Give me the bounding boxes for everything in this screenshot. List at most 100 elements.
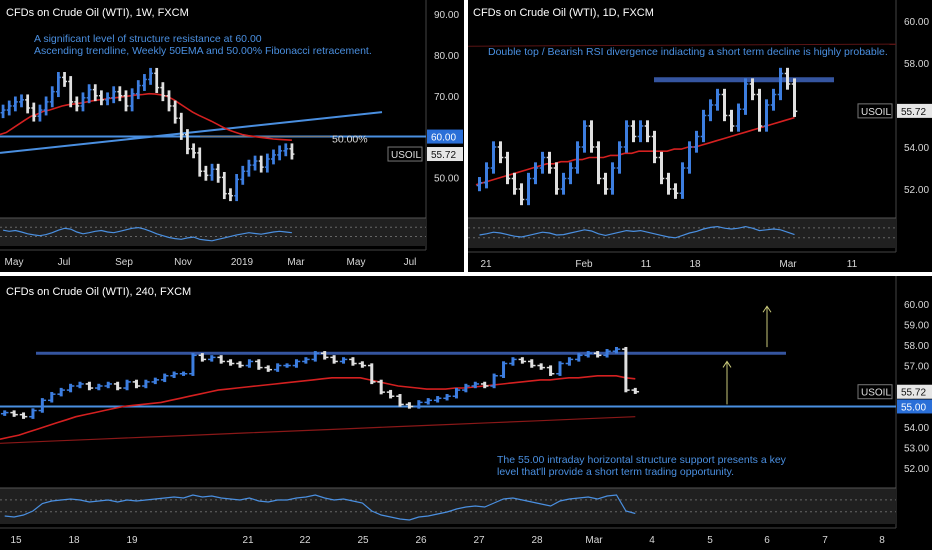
x-tick-label: Jul [404, 257, 417, 268]
x-tick-label: 18 [689, 259, 701, 270]
ohlc-bar [264, 153, 270, 173]
ohlc-bar [686, 141, 693, 174]
ohlc-bar [283, 363, 291, 368]
x-tick-label: Feb [575, 259, 593, 270]
ohlc-bar [273, 363, 282, 372]
ohlc-bar [499, 361, 508, 378]
h4-annotation-2: level that'll provide a short term tradi… [497, 466, 735, 478]
symbol-tag [857, 103, 893, 119]
price-badge [897, 384, 932, 399]
ohlc-bar [567, 162, 574, 185]
ohlc-bar [581, 120, 588, 153]
ohlc-bar [129, 88, 135, 112]
h4-annotation-1: The 55.00 intraday horizontal structure … [497, 454, 786, 466]
ohlc-bar [497, 141, 504, 164]
price-badge [427, 147, 463, 162]
y-tick-label: 80.00 [434, 51, 459, 62]
x-tick-label: 19 [126, 535, 138, 546]
ohlc-bar [0, 410, 9, 416]
x-tick-label: Jul [58, 257, 71, 268]
rsi-pane [0, 488, 896, 524]
x-tick-label: Sep [115, 257, 133, 268]
ohlc-bar [6, 100, 12, 116]
price-badge-label: 55.72 [431, 150, 456, 161]
y-tick-label: 54.00 [904, 423, 929, 434]
ohlc-bar [700, 109, 707, 143]
ohlc-bar [234, 174, 240, 202]
ohlc-bar [593, 351, 602, 358]
ohlc-bar [154, 67, 160, 93]
x-tick-label: 15 [10, 535, 22, 546]
ohlc-bar [471, 381, 480, 389]
ohlc-bar [553, 162, 560, 195]
ohlc-bar [714, 88, 721, 111]
x-tick-label: Mar [779, 259, 797, 270]
ohlc-bar [43, 96, 49, 116]
daily-chart-panel[interactable]: 60.00 58.00 54.00 52.00 21 Feb 11 18 Mar 11 55.72 U… [468, 0, 932, 272]
price-badge [427, 129, 463, 144]
ohlc-bar [135, 80, 141, 100]
x-tick-label: May [347, 257, 366, 268]
ohlc-bar [735, 103, 742, 132]
weekly-chart-panel[interactable]: 90.00 80.00 70.00 50.00 May Jul Sep Nov 2019 Mar M… [0, 0, 464, 272]
panel-separator-horizontal [0, 272, 932, 276]
x-tick-label: 21 [242, 535, 254, 546]
ohlc-bar [742, 78, 749, 115]
y-tick-label: 57.00 [904, 362, 929, 373]
h4-chart-panel[interactable]: 60.00 59.00 58.00 57.00 54.00 53.00 52.00 15 18 1… [0, 276, 932, 550]
ohlc-bar [49, 86, 55, 108]
target-arrow-upper-head [762, 305, 772, 313]
ohlc-bar [184, 129, 190, 155]
ohlc-bar [148, 67, 154, 85]
ema-50-line [0, 92, 292, 141]
x-tick-label: 18 [68, 535, 80, 546]
price-badge-label: 55.72 [901, 107, 926, 118]
ohlc-bar [255, 359, 263, 370]
weekly-chart-svg[interactable]: 90.00 80.00 70.00 50.00 May Jul Sep Nov 2019 Mar M… [0, 0, 464, 272]
x-tick-label: 8 [879, 535, 885, 546]
ohlc-bar [377, 379, 385, 395]
target-arrow-lower-head [722, 360, 732, 368]
ohlc-bar [76, 381, 84, 389]
panel-separator-vertical [464, 0, 468, 272]
ohlc-bar [672, 183, 679, 199]
daily-chart-svg[interactable]: 60.00 58.00 54.00 52.00 21 Feb 11 18 Mar 11 55.72 U… [468, 0, 932, 272]
fibonacci-50-label: 50.00% [332, 134, 368, 146]
ohlc-bar [92, 84, 98, 102]
price-badge-label: 55.72 [901, 388, 926, 399]
daily-annotation: Double top / Bearish RSI divergence indi… [488, 46, 888, 58]
x-tick-label: 27 [473, 535, 485, 546]
weekly-annotation-2: Ascending trendline, Weekly 50EMA and 50… [34, 45, 372, 57]
ohlc-bar [763, 99, 770, 132]
ohlc-bar [292, 359, 301, 368]
ohlc-bar [95, 383, 103, 391]
ohlc-bar [104, 381, 112, 389]
ohlc-bar [123, 379, 131, 391]
ohlc-bar [330, 355, 338, 364]
ohlc-bar [142, 379, 150, 389]
ohlc-bar [31, 102, 37, 122]
x-tick-label: 5 [707, 535, 713, 546]
y-tick-label: 59.00 [904, 321, 929, 332]
ema-200-line [468, 43, 897, 47]
ohlc-bar [574, 141, 581, 174]
y-tick-label: 60.00 [904, 17, 929, 28]
ohlc-bar [19, 412, 28, 419]
ohlc-bar [480, 381, 489, 389]
ohlc-bar [728, 109, 735, 132]
ohlc-bar [105, 92, 111, 106]
ohlc-bar [57, 387, 65, 397]
ohlc-bar [236, 361, 244, 368]
x-tick-label: 22 [299, 535, 311, 546]
ohlc-bar [560, 172, 567, 195]
x-tick-label: 6 [764, 535, 770, 546]
ohlc-bar [166, 90, 172, 112]
ohlc-bar [258, 155, 264, 173]
ohlc-bar [665, 172, 672, 195]
y-tick-label: 60.00 [904, 300, 929, 311]
ohlc-bar [511, 172, 518, 195]
ohlc-bar [483, 162, 490, 189]
ohlc-bar [289, 143, 295, 160]
h4-chart-svg[interactable]: 60.00 59.00 58.00 57.00 54.00 53.00 52.00 15 18 1… [0, 276, 932, 550]
x-tick-label: 2019 [231, 257, 254, 268]
